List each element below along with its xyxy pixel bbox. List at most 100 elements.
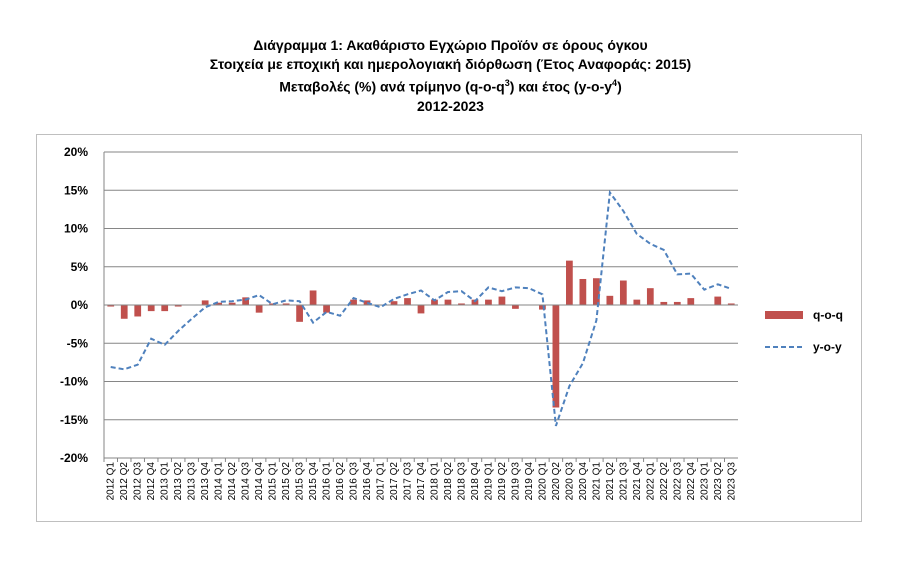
q-o-q-bar xyxy=(161,305,169,312)
x-tick-label: 2019 Q1 xyxy=(483,462,494,501)
y-tick-label: 5% xyxy=(71,260,89,274)
x-tick-label: 2012 Q1 xyxy=(106,462,117,501)
q-o-q-bar xyxy=(242,297,250,305)
q-o-q-bar xyxy=(592,278,600,305)
x-tick-label: 2023 Q2 xyxy=(713,462,724,501)
q-o-q-bar xyxy=(673,301,681,305)
x-tick-label: 2014 Q4 xyxy=(254,462,265,501)
q-o-q-bar xyxy=(363,300,371,305)
q-o-q-bar xyxy=(120,305,128,319)
x-tick-label: 2016 Q2 xyxy=(335,462,346,501)
x-tick-label: 2012 Q3 xyxy=(133,462,144,501)
x-tick-label: 2018 Q1 xyxy=(429,462,440,501)
x-tick-label: 2022 Q4 xyxy=(686,462,697,501)
y-tick-label: 20% xyxy=(64,145,88,159)
y-tick-label: 10% xyxy=(64,222,88,236)
q-o-q-bar xyxy=(566,260,573,305)
chart-subtitle-changes: Μεταβολές (%) ανά τρίμηνο (q-o-q3) και έ… xyxy=(0,74,901,97)
q-o-q-bar xyxy=(296,305,303,322)
x-tick-label: 2021 Q1 xyxy=(591,462,602,501)
x-axis-ticks: 2012 Q1 2012 Q2 2012 Q3 2012 Q4 2013 Q1 2013 … xyxy=(103,458,737,501)
x-tick-label: 2020 Q3 xyxy=(564,462,575,501)
x-tick-label: 2020 Q2 xyxy=(551,462,562,501)
q-o-q-bar xyxy=(579,278,587,305)
footnote-3: 3 xyxy=(504,78,510,88)
x-tick-label: 2012 Q2 xyxy=(119,462,130,501)
q-o-q-bar xyxy=(727,303,735,305)
x-tick-label: 2019 Q2 xyxy=(497,462,508,501)
x-tick-label: 2022 Q3 xyxy=(672,462,683,501)
q-o-q-bar xyxy=(201,300,209,305)
x-tick-label: 2021 Q3 xyxy=(618,462,629,501)
x-tick-label: 2017 Q3 xyxy=(403,462,414,501)
legend-label-q-o-q: q-o-q xyxy=(813,308,843,322)
q-o-q-bar xyxy=(215,302,223,305)
x-tick-label: 2022 Q2 xyxy=(659,462,670,501)
x-tick-label: 2021 Q4 xyxy=(632,462,643,501)
x-tick-label: 2018 Q4 xyxy=(470,462,481,501)
x-tick-label: 2020 Q4 xyxy=(578,462,589,501)
chart-title: Διάγραμμα 1: Ακαθάριστο Εγχώριο Προϊόν σ… xyxy=(253,37,648,53)
legend-label-y-o-y: y-o-y xyxy=(813,340,842,354)
y-tick-label: -10% xyxy=(60,375,88,389)
q-o-q-bar xyxy=(282,303,290,305)
subtitle-part-2: ) και έτος (y-o-y xyxy=(509,78,613,95)
q-o-q-bar xyxy=(646,288,654,305)
q-o-q-bar xyxy=(619,280,627,305)
q-o-q-bar xyxy=(390,301,398,305)
x-tick-label: 2022 Q1 xyxy=(645,462,656,501)
q-o-q-bars xyxy=(107,260,735,408)
q-o-q-bar xyxy=(228,302,236,305)
y-tick-label: 0% xyxy=(71,298,89,312)
q-o-q-bar xyxy=(539,305,546,310)
x-tick-label: 2014 Q2 xyxy=(227,462,238,501)
x-tick-label: 2012 Q4 xyxy=(146,462,157,501)
x-tick-label: 2014 Q3 xyxy=(241,462,252,501)
x-tick-label: 2013 Q1 xyxy=(160,462,171,501)
y-axis-ticks: 20% 15% 10% 5% 0% -5% -10% -15% -20% xyxy=(60,145,88,465)
x-tick-label: 2021 Q2 xyxy=(605,462,616,501)
q-o-q-bar xyxy=(687,298,695,305)
y-o-y-line xyxy=(110,189,732,427)
x-tick-label: 2013 Q4 xyxy=(200,462,211,501)
x-tick-label: 2018 Q2 xyxy=(443,462,454,501)
x-tick-label: 2014 Q1 xyxy=(214,462,225,501)
x-tick-label: 2015 Q3 xyxy=(295,462,306,501)
q-o-q-bar xyxy=(458,303,465,305)
x-tick-label: 2019 Q4 xyxy=(524,462,535,501)
chart-period: 2012-2023 xyxy=(417,97,484,114)
q-o-q-bar xyxy=(309,290,317,305)
q-o-q-bar xyxy=(606,295,614,305)
x-tick-label: 2017 Q2 xyxy=(389,462,400,501)
q-o-q-bar xyxy=(269,303,276,305)
q-o-q-bar xyxy=(255,305,263,313)
subtitle-part-1: Μεταβολές (%) ανά τρίμηνο (q-o-q xyxy=(279,78,505,95)
x-tick-label: 2015 Q2 xyxy=(281,462,292,501)
q-o-q-bar xyxy=(107,305,115,307)
x-tick-label: 2016 Q3 xyxy=(349,462,360,501)
x-tick-label: 2020 Q1 xyxy=(537,462,548,501)
q-o-q-bar xyxy=(350,299,357,305)
y-tick-label: -20% xyxy=(60,451,88,465)
x-tick-label: 2015 Q4 xyxy=(308,462,319,501)
y-tick-label: 15% xyxy=(64,183,88,197)
chart-area-frame xyxy=(36,134,862,522)
x-tick-label: 2013 Q3 xyxy=(187,462,198,501)
q-o-q-bar xyxy=(404,298,411,305)
legend-bar-swatch xyxy=(765,311,803,319)
x-tick-label: 2023 Q3 xyxy=(726,462,737,501)
q-o-q-bar xyxy=(147,305,155,312)
gridlines xyxy=(103,151,738,459)
q-o-q-bar xyxy=(417,305,425,314)
x-tick-label: 2017 Q1 xyxy=(376,462,387,501)
x-tick-label: 2015 Q1 xyxy=(268,462,279,501)
y-tick-label: -15% xyxy=(60,413,88,427)
q-o-q-bar xyxy=(485,299,492,305)
q-o-q-bar xyxy=(323,305,330,313)
q-o-q-bar xyxy=(498,296,506,305)
x-tick-label: 2018 Q3 xyxy=(456,462,467,501)
q-o-q-bar xyxy=(552,305,560,408)
x-tick-label: 2019 Q3 xyxy=(510,462,521,501)
x-tick-label: 2016 Q4 xyxy=(362,462,373,501)
